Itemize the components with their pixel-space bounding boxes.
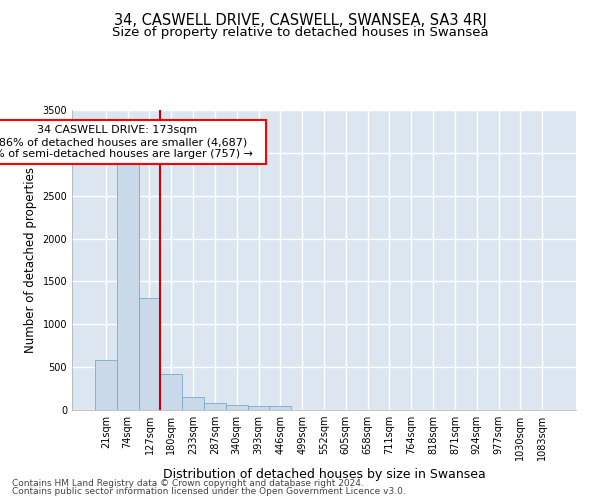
Bar (117, 162, 139, 410)
Text: 34 CASWELL DRIVE: 173sqm  
  ← 86% of detached houses are smaller (4,687)  
  14: 34 CASWELL DRIVE: 173sqm ← 86% of detach… (0, 126, 260, 158)
Bar (139, 298, 160, 410)
Bar (95, 360, 117, 410)
Y-axis label: Number of detached properties: Number of detached properties (24, 167, 37, 353)
Bar (160, 374, 182, 410)
Bar (182, 396, 204, 410)
Text: Contains public sector information licensed under the Open Government Licence v3: Contains public sector information licen… (12, 487, 406, 496)
Bar (204, 403, 226, 410)
Text: Contains HM Land Registry data © Crown copyright and database right 2024.: Contains HM Land Registry data © Crown c… (12, 478, 364, 488)
X-axis label: Distribution of detached houses by size in Swansea: Distribution of detached houses by size … (163, 468, 485, 481)
Bar (248, 406, 269, 410)
Bar (269, 406, 291, 410)
Text: Size of property relative to detached houses in Swansea: Size of property relative to detached ho… (112, 26, 488, 39)
Text: 34, CASWELL DRIVE, CASWELL, SWANSEA, SA3 4RJ: 34, CASWELL DRIVE, CASWELL, SWANSEA, SA3… (113, 12, 487, 28)
Bar (226, 406, 248, 410)
